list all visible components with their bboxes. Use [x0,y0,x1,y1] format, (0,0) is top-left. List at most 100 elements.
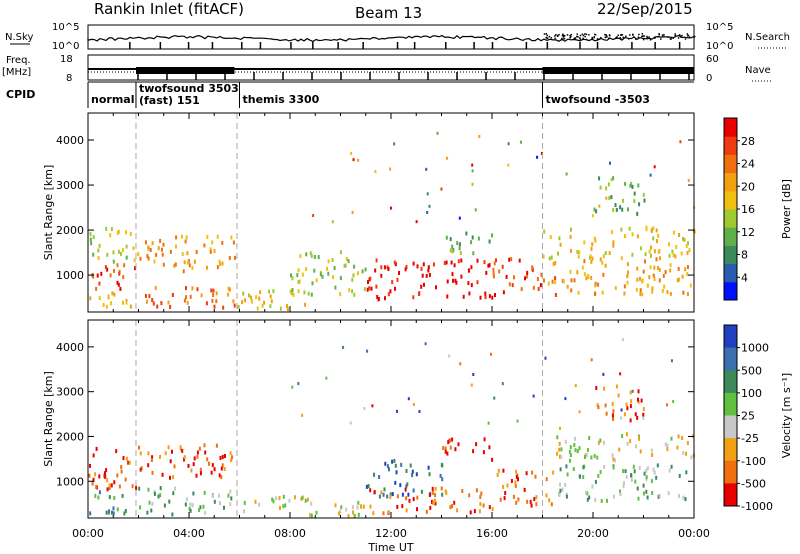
nsearch-dot [570,33,573,36]
heatmap-cell [577,254,580,259]
heatmap-cell [686,272,689,277]
nsky-tick-top: 10^5 [52,22,79,33]
heatmap-cell [543,278,545,283]
heatmap-cell [629,404,632,409]
heatmap-cell [471,235,474,240]
heatmap-cell [670,359,673,363]
heatmap-cell [250,295,253,300]
heatmap-cell [389,492,392,497]
heatmap-cell [677,266,680,271]
heatmap-cell [446,294,449,299]
heatmap-cell [605,411,608,416]
beam-title: Beam 13 [355,4,422,22]
heatmap-cell [552,470,555,475]
heatmap-cell [679,140,682,144]
heatmap-cell [351,505,354,510]
heatmap-cell [157,246,160,251]
heatmap-cell [493,261,496,266]
heatmap-cell [91,481,94,486]
heatmap-cell [132,246,135,251]
heatmap-cell [639,449,642,454]
heatmap-cell [499,497,502,502]
heatmap-cell [689,283,692,288]
heatmap-cell [662,273,665,278]
heatmap-cell [181,252,184,256]
heatmap-cell [559,467,562,472]
heatmap-cell [221,240,224,245]
heatmap-cell [393,260,396,265]
heatmap-cell [213,499,216,504]
heatmap-cell [348,288,351,293]
heatmap-cell [449,505,452,510]
heatmap-cell [373,490,376,495]
heatmap-cell [535,502,538,507]
nsearch-dot [674,33,676,35]
heatmap-cell [642,412,645,417]
heatmap-cell [506,483,509,488]
heatmap-cell [112,511,115,516]
heatmap-cell [488,263,491,268]
nsearch-dot [576,35,578,38]
nsearch-dot [633,36,635,38]
heatmap-cell [153,259,156,264]
heatmap-cell [162,262,165,267]
nsearch-dot [608,37,610,40]
heatmap-cell [597,405,600,410]
heatmap-cell [434,501,437,506]
heatmap-cell [393,142,396,146]
heatmap-cell [581,265,584,270]
colorbar-swatch [724,118,737,137]
heatmap-cell [661,289,664,293]
heatmap-cell [202,504,205,509]
heatmap-cell [209,249,212,254]
heatmap-cell [175,244,177,249]
heatmap-cell [406,482,409,487]
heatmap-cell [482,503,485,508]
nsearch-dot [563,37,565,40]
heatmap-cell [626,406,629,411]
heatmap-cell [384,461,387,466]
heatmap-cell [231,455,233,460]
nsearch-dot [642,35,644,37]
heatmap-cell [650,479,653,484]
heatmap-cell [305,267,308,272]
heatmap-cell [357,158,360,162]
nsearch-dot [554,37,556,40]
nsearch-dot [573,38,575,40]
heatmap-cell [174,262,177,267]
heatmap-cell [211,463,214,468]
heatmap-cell [589,254,592,259]
cpid-modes: normal twofsound 3503(fast) 151 themis 330… [87,82,650,108]
heatmap-cell [624,234,626,238]
heatmap-cell [435,285,437,290]
heatmap-cell [140,466,143,470]
heatmap-cell [685,451,687,456]
heatmap-cell [593,207,596,212]
heatmap-cell [536,277,539,281]
heatmap-cell [460,274,463,279]
heatmap-cell [171,293,174,297]
heatmap-cell [445,491,448,496]
heatmap-cell [95,286,98,291]
heatmap-cell [653,277,656,281]
colorbar-tick-label: 12 [741,226,755,239]
heatmap-cell [585,452,588,457]
heatmap-cell [569,269,572,274]
heatmap-cell [608,161,611,165]
nsearch-dot [598,38,601,40]
heatmap-cell [149,248,152,252]
heatmap-cell [284,503,287,508]
heatmap-cell [549,235,552,240]
heatmap-cell [533,497,536,502]
heatmap-cell [259,290,262,295]
heatmap-cell [89,296,92,301]
heatmap-cell [585,276,588,281]
heatmap-cell [578,250,581,255]
nave-label: Nave [745,65,771,76]
heatmap-cell [345,257,348,261]
heatmap-cell [206,457,209,462]
heatmap-cell [445,260,448,265]
heatmap-cell [112,259,115,264]
heatmap-cell [111,291,114,296]
heatmap-cell [554,276,557,281]
